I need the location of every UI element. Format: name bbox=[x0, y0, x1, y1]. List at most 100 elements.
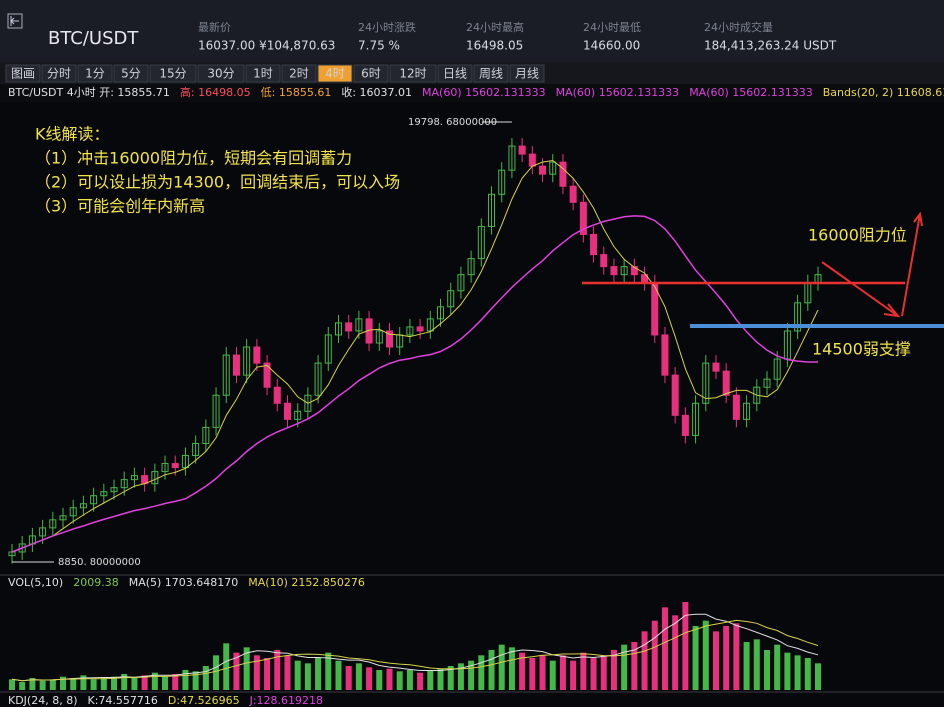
volume-bar bbox=[427, 670, 434, 690]
volume-bar bbox=[70, 678, 77, 690]
candle bbox=[304, 394, 312, 412]
candle bbox=[600, 254, 608, 268]
volume-bar bbox=[539, 655, 546, 690]
candle bbox=[171, 463, 179, 469]
back-button[interactable] bbox=[7, 13, 23, 29]
candle bbox=[692, 402, 700, 436]
volume-bar bbox=[672, 615, 679, 690]
candle bbox=[120, 479, 128, 489]
high-label: 19798. 68000000 bbox=[408, 117, 497, 128]
volume-bar bbox=[621, 644, 628, 690]
tab-label: 4时 bbox=[325, 67, 345, 81]
volume-bar bbox=[386, 668, 393, 690]
candle bbox=[232, 354, 240, 376]
tab[interactable] bbox=[509, 64, 545, 83]
volume-bar bbox=[284, 655, 291, 690]
volume-bar bbox=[559, 655, 566, 690]
candle bbox=[406, 326, 414, 336]
stat-label: 最新价 bbox=[198, 20, 231, 34]
candle bbox=[743, 402, 751, 420]
candle bbox=[498, 169, 506, 195]
candle bbox=[39, 527, 47, 537]
candle bbox=[702, 362, 710, 404]
tab-label: 日线 bbox=[443, 67, 467, 81]
info-text: Bands(20, 2) 11608.61 bbox=[823, 86, 944, 99]
candle bbox=[294, 410, 302, 420]
volume-bar bbox=[457, 663, 464, 690]
candle bbox=[100, 491, 108, 497]
tab-label: 12时 bbox=[399, 67, 426, 81]
tab[interactable] bbox=[5, 64, 41, 83]
tab[interactable] bbox=[41, 64, 77, 83]
vol-ma bbox=[11, 619, 819, 682]
volume-bar bbox=[121, 674, 128, 690]
stat-value: 16037.00 ¥104,870.63 bbox=[198, 39, 335, 53]
volume-bar bbox=[590, 658, 597, 690]
volume-bar bbox=[733, 623, 740, 690]
annotation: K线解读： bbox=[35, 125, 110, 144]
info-text: 低: 15855.61 bbox=[261, 86, 332, 99]
candle bbox=[263, 362, 271, 388]
volume-bar bbox=[172, 674, 179, 690]
candle bbox=[722, 370, 730, 396]
candle bbox=[488, 193, 496, 227]
info-bar bbox=[0, 84, 944, 102]
candle bbox=[590, 233, 598, 256]
volume-bar bbox=[651, 620, 658, 690]
arrow-head bbox=[913, 211, 923, 227]
volume-bar bbox=[264, 658, 271, 690]
tab[interactable] bbox=[473, 64, 509, 83]
tab[interactable] bbox=[437, 64, 473, 83]
candle bbox=[212, 394, 220, 428]
candle bbox=[773, 358, 781, 380]
volume-bar bbox=[253, 655, 260, 690]
candle bbox=[18, 543, 26, 553]
candle bbox=[79, 503, 87, 509]
volume-bar bbox=[437, 668, 444, 690]
tab[interactable] bbox=[389, 64, 437, 83]
volume-bar bbox=[712, 631, 719, 690]
info-text: J:128.619218 bbox=[249, 694, 323, 707]
tab[interactable] bbox=[281, 64, 317, 83]
stat-label: 24小时成交量 bbox=[704, 20, 773, 34]
tab[interactable] bbox=[113, 64, 149, 83]
stat-value: 14660.00 bbox=[583, 39, 640, 53]
tab[interactable] bbox=[77, 64, 113, 83]
volume-bar bbox=[488, 650, 495, 690]
tab[interactable] bbox=[245, 64, 281, 83]
volume-bar bbox=[141, 675, 148, 690]
tab-label: 5分 bbox=[121, 67, 141, 81]
volume-bar bbox=[304, 663, 311, 690]
volume-bar bbox=[376, 670, 383, 690]
volume-bar bbox=[131, 678, 138, 690]
stat-value: 184,413,263.24 USDT bbox=[704, 39, 837, 53]
back-icon bbox=[10, 16, 19, 26]
volume-bar bbox=[233, 652, 240, 690]
candle bbox=[243, 346, 251, 376]
volume-bar bbox=[447, 666, 454, 690]
tab-label: 图画 bbox=[11, 67, 35, 81]
volume-bar bbox=[600, 655, 607, 690]
info-text: D:47.526965 bbox=[168, 694, 240, 707]
tab[interactable] bbox=[197, 64, 245, 83]
arrow-head bbox=[883, 303, 901, 318]
candle bbox=[518, 145, 526, 155]
tab[interactable] bbox=[353, 64, 389, 83]
volume-bar bbox=[274, 650, 281, 690]
candle bbox=[202, 426, 210, 444]
info-text: K:74.557716 bbox=[88, 694, 158, 707]
tab[interactable] bbox=[317, 64, 353, 83]
volume-bar bbox=[519, 652, 526, 690]
tab[interactable] bbox=[149, 64, 197, 83]
candle bbox=[457, 274, 465, 292]
stat-label: 24小时最高 bbox=[466, 20, 524, 34]
candle bbox=[569, 185, 577, 203]
candle bbox=[539, 165, 547, 175]
volume-bar bbox=[753, 639, 760, 690]
candle bbox=[477, 225, 485, 260]
info-text: VOL(5,10) bbox=[8, 576, 63, 589]
ma-line bbox=[11, 159, 819, 553]
tab-label: 2时 bbox=[289, 67, 309, 81]
volume-bar bbox=[784, 652, 791, 690]
